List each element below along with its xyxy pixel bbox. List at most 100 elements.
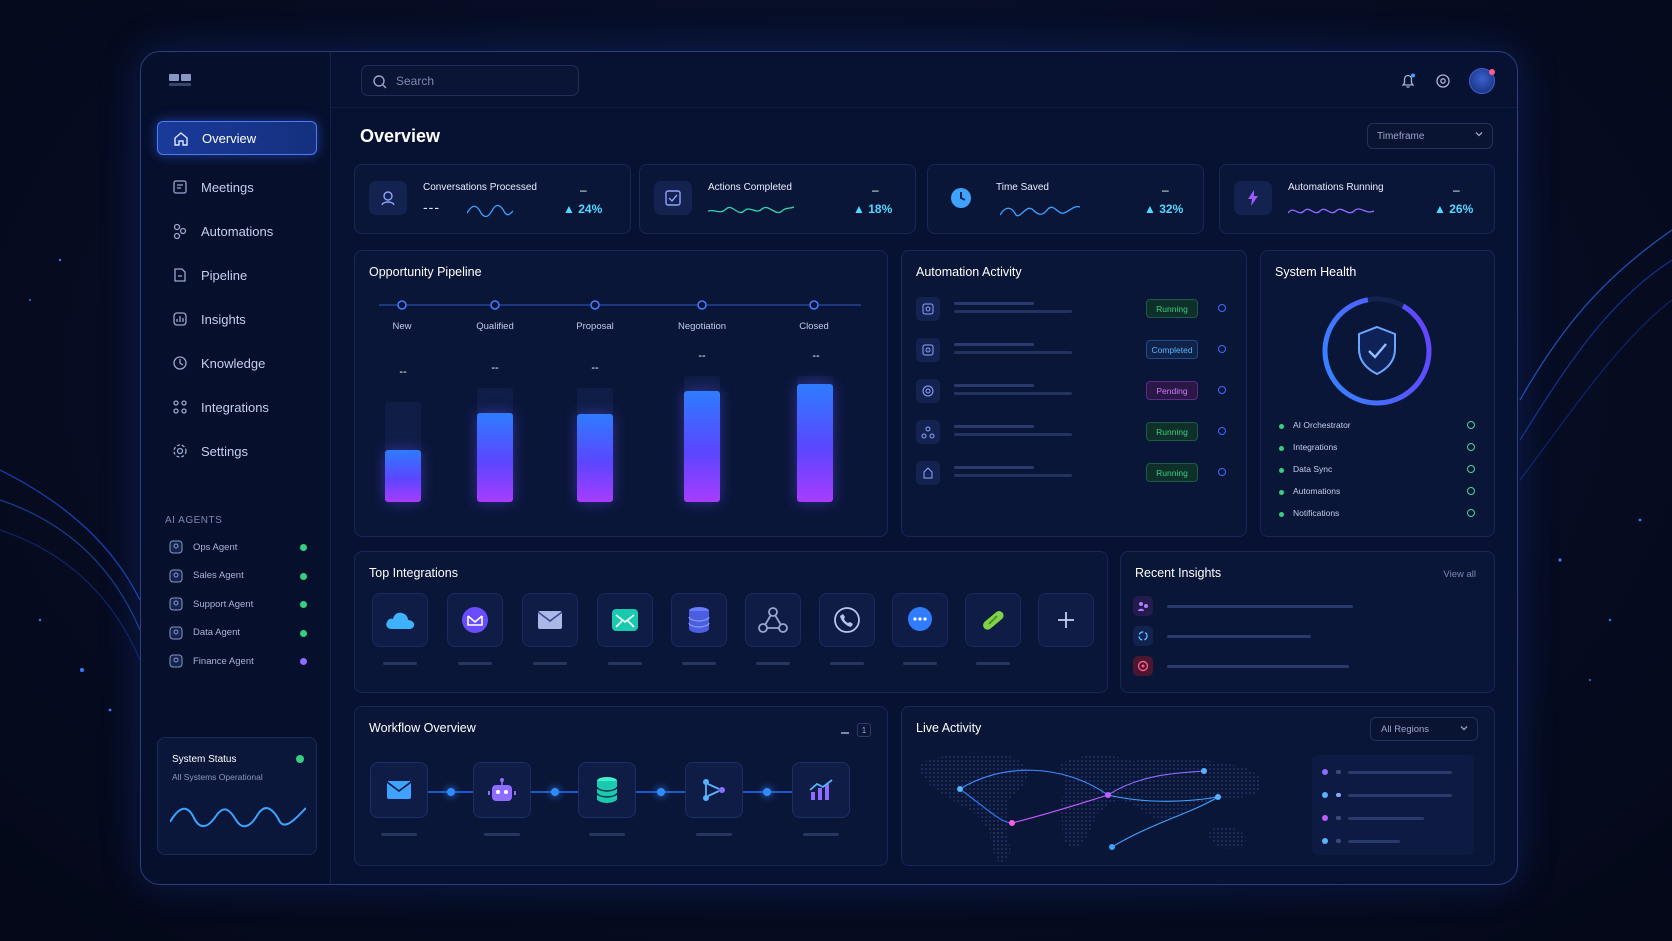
health-item[interactable]: AI Orchestrator	[1279, 417, 1475, 439]
status-sparkline	[170, 807, 306, 828]
view-all-link[interactable]: View all	[1443, 569, 1476, 580]
health-ring	[1322, 296, 1432, 406]
health-item[interactable]: Integrations	[1279, 439, 1475, 461]
chat-icon[interactable]	[892, 593, 948, 647]
sidebar-item-knowledge[interactable]: Knowledge	[157, 346, 317, 380]
feed-row[interactable]	[1322, 767, 1472, 777]
kpi-sparkline	[708, 206, 794, 214]
kpi-delta: ▲ 26%	[1434, 202, 1474, 216]
database-icon[interactable]	[578, 762, 636, 818]
pipeline-stage-track	[379, 300, 861, 310]
sync-icon	[1133, 626, 1153, 646]
envelope-icon[interactable]	[370, 762, 428, 818]
bar-label: --	[812, 350, 820, 362]
pipeline-bar[interactable]	[477, 413, 513, 502]
pipeline-bar[interactable]	[577, 414, 613, 502]
kpi-label: Time Saved	[996, 182, 1049, 193]
avatar[interactable]	[1469, 68, 1495, 94]
card-title: Opportunity Pipeline	[369, 265, 482, 279]
agent-status-dot	[300, 658, 307, 665]
phone-icon[interactable]	[819, 593, 875, 647]
bell-icon[interactable]	[1399, 72, 1417, 90]
world-map[interactable]	[912, 743, 1312, 863]
status-badge: Running	[1146, 299, 1198, 318]
mail-app-icon[interactable]	[447, 593, 503, 647]
activity-row[interactable]: Running	[916, 417, 1232, 447]
chart-icon[interactable]	[792, 762, 850, 818]
sidebar-item-label: Meetings	[201, 179, 254, 195]
automation-icon	[916, 297, 940, 321]
database-icon[interactable]	[671, 593, 727, 647]
kpi-card-conversations[interactable]: Conversations Processed --- – ▲ 24%	[354, 164, 631, 234]
chevron-down-icon	[1459, 723, 1469, 736]
agent-status-dot	[300, 544, 307, 551]
top-integrations-card: Top Integrations	[354, 551, 1108, 693]
insights-icon	[173, 312, 187, 326]
info-icon[interactable]	[1218, 468, 1226, 476]
activity-row[interactable]: Completed	[916, 335, 1232, 365]
link-icon[interactable]	[965, 593, 1021, 647]
agent-item-support[interactable]: Support Agent	[165, 590, 315, 619]
branch-icon[interactable]	[685, 762, 743, 818]
sidebar-item-insights[interactable]: Insights	[157, 302, 317, 336]
network-icon[interactable]	[745, 593, 801, 647]
insight-row[interactable]	[1133, 596, 1453, 618]
insight-row[interactable]	[1133, 626, 1453, 648]
stage-label-negotiation: Negotiation	[677, 321, 727, 332]
sidebar-item-overview[interactable]: Overview	[157, 121, 317, 155]
agent-item-sales[interactable]: Sales Agent	[165, 562, 315, 591]
pipeline-bar[interactable]	[797, 383, 833, 502]
health-item[interactable]: Notifications	[1279, 505, 1475, 527]
stage-label-qualified: Qualified	[476, 321, 514, 332]
kpi-card-automations-running[interactable]: Automations Running – ▲ 26%	[1219, 164, 1495, 234]
activity-row[interactable]: Running	[916, 294, 1232, 324]
status-ok-icon	[1467, 421, 1475, 429]
cloud-icon[interactable]	[372, 593, 428, 647]
info-icon[interactable]	[1218, 386, 1226, 394]
pipeline-bar[interactable]	[385, 450, 421, 502]
sidebar-item-label: Knowledge	[201, 355, 266, 371]
activity-row[interactable]: Pending	[916, 376, 1232, 406]
agent-item-data[interactable]: Data Agent	[165, 619, 315, 648]
region-select[interactable]: All Regions	[1370, 717, 1478, 741]
sidebar-item-meetings[interactable]: Meetings	[157, 170, 317, 204]
timeframe-select[interactable]: Timeframe	[1367, 123, 1493, 149]
workflow-page-indicator[interactable]: 1	[857, 723, 871, 737]
sidebar-item-label: Pipeline	[201, 267, 248, 283]
info-icon[interactable]	[1218, 427, 1226, 435]
robot-icon[interactable]	[473, 762, 531, 818]
search-placeholder: Search	[396, 73, 435, 88]
health-item[interactable]: Data Sync	[1279, 461, 1475, 483]
sidebar-item-automations[interactable]: Automations	[157, 214, 317, 248]
chevron-down-icon	[1474, 129, 1484, 142]
sidebar-item-settings[interactable]: Settings	[157, 434, 317, 468]
card-title: System Health	[1275, 265, 1357, 279]
top-actions	[1399, 68, 1495, 94]
sidebar-item-integrations[interactable]: Integrations	[157, 390, 317, 424]
search-input[interactable]: Search	[361, 65, 579, 96]
kpi-card-actions[interactable]: Actions Completed – ▲ 18%	[639, 164, 916, 234]
email-teal-icon[interactable]	[597, 593, 653, 647]
envelope-icon[interactable]	[522, 593, 578, 647]
plus-icon[interactable]	[1038, 593, 1094, 647]
kpi-label: Actions Completed	[708, 182, 792, 193]
activity-row[interactable]: Running	[916, 458, 1232, 488]
agent-item-ops[interactable]: Ops Agent	[165, 533, 315, 562]
sidebar-item-pipeline[interactable]: Pipeline	[157, 258, 317, 292]
card-title: Automation Activity	[916, 265, 1022, 279]
agent-status-dot	[300, 601, 307, 608]
kpi-card-time-saved[interactable]: Time Saved – ▲ 32%	[927, 164, 1204, 234]
minimize-icon[interactable]	[841, 732, 849, 734]
agent-label: Ops Agent	[193, 541, 238, 553]
feed-row[interactable]	[1322, 813, 1472, 823]
insight-row[interactable]	[1133, 656, 1453, 678]
agent-item-finance[interactable]: Finance Agent	[165, 647, 315, 676]
feed-row[interactable]	[1322, 790, 1472, 800]
pipeline-bar[interactable]	[684, 391, 720, 502]
settings-icon[interactable]	[1435, 73, 1451, 89]
health-item[interactable]: Automations	[1279, 483, 1475, 505]
info-icon[interactable]	[1218, 304, 1226, 312]
feed-row[interactable]	[1322, 836, 1472, 846]
info-icon[interactable]	[1218, 345, 1226, 353]
